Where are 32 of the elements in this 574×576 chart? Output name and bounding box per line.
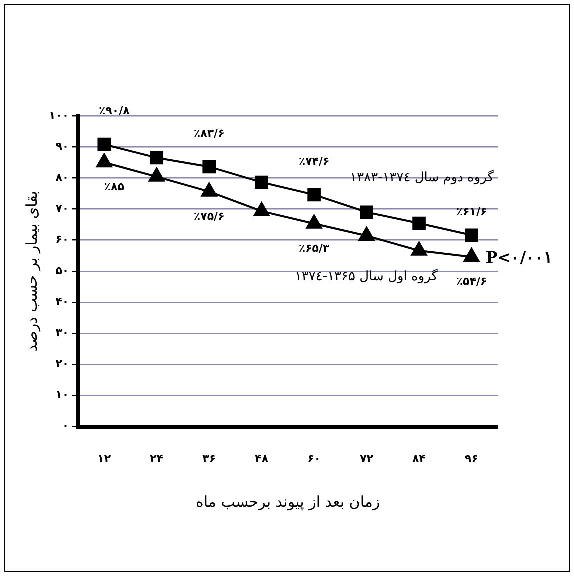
x-tick-label: ۲۴ — [150, 452, 164, 466]
data-label: ٪۶۵/۳ — [298, 242, 330, 255]
y-tick-label: ۶۰ — [56, 233, 70, 246]
data-label: ٪۷۵/۶ — [194, 210, 225, 223]
y-tick-label: ۷۰ — [56, 202, 70, 216]
x-tick-label: ۱۲ — [98, 452, 112, 466]
series-label: گروه اول سال ۱۳۶۵-۱۳۷٤ — [294, 268, 439, 285]
x-tick-label: ۳۶ — [202, 452, 216, 466]
y-axis-title: بقای بیمار بر حسب درصد — [22, 191, 41, 352]
series-label: گروه دوم سال ۱۳۷٤-۱۳۸۳ — [350, 169, 495, 186]
data-label: ٪۸۳/۶ — [194, 126, 225, 140]
data-label: ٪۸۵ — [104, 180, 125, 194]
y-tick-label: ۳۰ — [56, 326, 70, 340]
x-tick-label: ۷۲ — [360, 452, 374, 466]
y-tick-label: ۱۰ — [56, 388, 70, 402]
data-label: ٪۵۴/۶ — [456, 275, 488, 288]
x-tick-label: ۹۶ — [465, 452, 478, 466]
x-tick-label: ۶۰ — [308, 452, 322, 466]
y-tick-label: ۸۰ — [56, 171, 70, 184]
data-label: ٪۶۱/۶ — [456, 205, 488, 218]
y-tick-label: ۱۰۰ — [48, 108, 70, 122]
x-tick-label: ۸۴ — [412, 452, 426, 466]
x-tick-label: ۴۸ — [255, 452, 269, 466]
y-tick-label: ۲۰ — [56, 358, 70, 370]
data-label: ٪۷۴/۶ — [298, 154, 330, 168]
annotation: P<۰/۰۰۱ — [486, 248, 554, 268]
y-tick-label: ۰ — [62, 420, 70, 433]
y-tick-label: ۴۰ — [56, 295, 70, 308]
x-axis-title: زمان بعد از پیوند برحسب ماه — [196, 492, 380, 511]
data-label: ٪۹۰/۸ — [98, 104, 130, 118]
y-tick-label: ۵۰ — [56, 264, 70, 278]
y-tick-label: ۹۰ — [56, 140, 70, 153]
